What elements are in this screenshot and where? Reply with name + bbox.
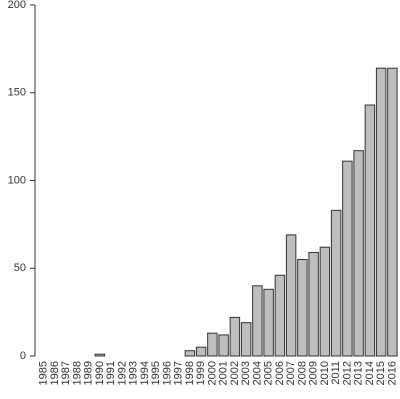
bar xyxy=(308,251,319,357)
bar xyxy=(342,160,353,357)
bar xyxy=(240,322,252,357)
bar xyxy=(330,209,342,357)
bar xyxy=(207,332,218,357)
x-tick-label: 2012 xyxy=(341,361,353,385)
x-tick-label: 2010 xyxy=(319,361,331,385)
y-tick-label: 50 xyxy=(14,262,26,274)
x-tick-label: 1989 xyxy=(83,361,95,385)
bar xyxy=(229,316,241,357)
bar xyxy=(364,104,376,357)
x-tick-label: 1999 xyxy=(195,361,207,385)
x-tick-label: 2004 xyxy=(251,361,263,385)
x-tick-label: 2011 xyxy=(330,361,342,385)
x-tick-label: 2008 xyxy=(296,361,308,385)
x-tick-label: 1993 xyxy=(128,361,140,385)
x-tick-label: 2014 xyxy=(364,361,376,385)
bar xyxy=(94,353,106,357)
x-tick-label: 2002 xyxy=(229,361,241,385)
bar xyxy=(387,67,398,357)
x-tick-label: 1995 xyxy=(150,361,162,385)
bar xyxy=(263,288,274,357)
bar xyxy=(353,150,364,357)
x-tick-label: 2007 xyxy=(285,361,297,385)
x-tick-label: 2000 xyxy=(206,361,218,385)
x-tick-label: 1996 xyxy=(161,361,173,385)
y-tick-label: 100 xyxy=(8,174,26,186)
x-tick-label: 1998 xyxy=(184,361,196,385)
y-tick-label: 200 xyxy=(8,0,26,11)
x-tick-label: 2003 xyxy=(240,361,252,385)
x-tick-label: 2005 xyxy=(263,361,275,385)
x-tick-label: 1987 xyxy=(60,361,72,385)
y-tick-label: 0 xyxy=(20,350,26,362)
x-tick-label: 1997 xyxy=(173,361,185,385)
x-tick-label: 2001 xyxy=(218,361,230,385)
bar xyxy=(285,234,297,357)
x-tick-label: 2015 xyxy=(375,361,387,385)
x-tick-label: 1991 xyxy=(105,361,117,385)
x-tick-label: 1988 xyxy=(71,361,83,385)
x-tick-label: 1990 xyxy=(94,361,106,385)
bar xyxy=(184,350,196,357)
bar xyxy=(297,258,308,357)
x-tick-label: 2016 xyxy=(386,361,398,385)
bar xyxy=(252,285,263,357)
x-tick-label: 2013 xyxy=(353,361,365,385)
x-tick-label: 1985 xyxy=(38,361,50,385)
y-tick-label: 150 xyxy=(8,87,26,99)
x-tick-label: 2009 xyxy=(308,361,320,385)
bar xyxy=(195,346,207,357)
x-tick-label: 1986 xyxy=(49,361,61,385)
x-tick-label: 1994 xyxy=(139,361,151,385)
bar xyxy=(218,334,229,357)
x-tick-label: 1992 xyxy=(116,361,128,385)
x-tick-label: 2006 xyxy=(274,361,286,385)
bar xyxy=(375,67,387,357)
bar xyxy=(319,246,331,357)
bar xyxy=(274,274,286,357)
